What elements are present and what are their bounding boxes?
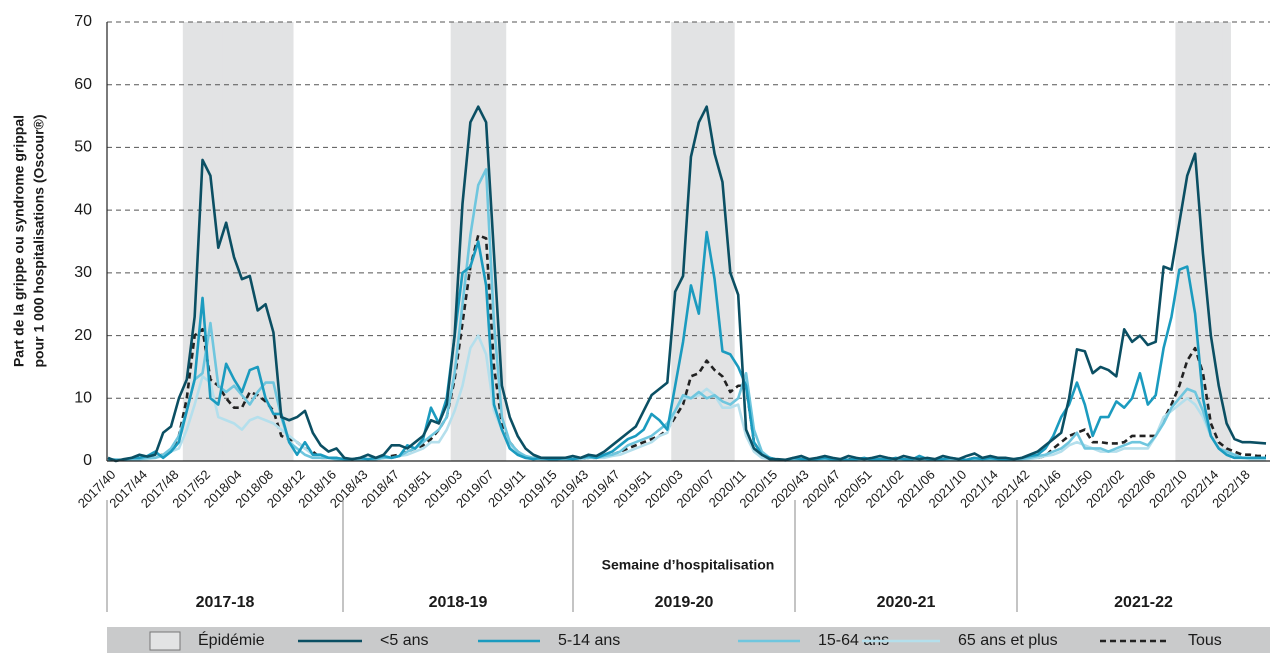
epidemic-band bbox=[671, 22, 680, 461]
season-label: 2019-20 bbox=[655, 594, 714, 611]
epidemic-band bbox=[694, 22, 704, 461]
y-tick-label: 50 bbox=[74, 139, 92, 156]
epidemic-band bbox=[182, 22, 192, 461]
epidemic-band bbox=[1175, 22, 1184, 461]
epidemic-band bbox=[726, 22, 735, 461]
x-axis-title: Semaine d’hospitalisation bbox=[602, 557, 775, 573]
legend-label: 5-14 ans bbox=[558, 632, 620, 649]
epidemic-band bbox=[285, 22, 294, 461]
series-line bbox=[108, 334, 1266, 462]
legend-swatch bbox=[149, 631, 181, 651]
y-axis-title: pour 1 000 hospitalisations (Oscour®) bbox=[31, 114, 47, 367]
epidemic-band bbox=[230, 22, 239, 461]
legend-label: Épidémie bbox=[198, 630, 265, 649]
epidemic-band bbox=[190, 22, 199, 461]
epidemic-band bbox=[206, 22, 215, 461]
epidemic-band bbox=[718, 22, 727, 461]
y-tick-label: 0 bbox=[83, 452, 92, 469]
legend-label: Tous bbox=[1188, 632, 1222, 649]
epidemic-band bbox=[458, 22, 467, 461]
y-tick-label: 60 bbox=[74, 76, 92, 93]
epidemic-band bbox=[1206, 22, 1216, 461]
epidemic-band bbox=[198, 22, 207, 461]
epidemic-band bbox=[269, 22, 278, 461]
series-line bbox=[108, 168, 1266, 462]
epidemic-band bbox=[222, 22, 231, 461]
epidemic-band bbox=[1183, 22, 1192, 461]
y-axis-title: Part de la grippe ou syndrome grippal bbox=[11, 115, 27, 367]
epidemic-band bbox=[245, 22, 255, 461]
season-label: 2018-19 bbox=[429, 594, 488, 611]
epidemic-band bbox=[497, 22, 507, 461]
legend-label: 65 ans et plus bbox=[958, 632, 1058, 649]
epidemic-band bbox=[482, 22, 491, 461]
y-tick-label: 40 bbox=[74, 201, 92, 218]
epidemic-band bbox=[1222, 22, 1231, 461]
epidemic-band bbox=[277, 22, 286, 461]
epidemic-band bbox=[687, 22, 696, 461]
epidemic-band bbox=[253, 22, 263, 461]
epidemic-band bbox=[237, 22, 247, 461]
season-label: 2017-18 bbox=[196, 594, 255, 611]
legend-background bbox=[107, 627, 1270, 653]
legend-label: <5 ans bbox=[380, 632, 428, 649]
series-line bbox=[107, 230, 1266, 462]
y-tick-label: 70 bbox=[74, 13, 92, 30]
season-label: 2020-21 bbox=[877, 594, 936, 611]
epidemic-band bbox=[1214, 22, 1224, 461]
epidemic-band bbox=[710, 22, 719, 461]
epidemic-band bbox=[1191, 22, 1200, 461]
epidemic-band bbox=[679, 22, 688, 461]
epidemic-band bbox=[450, 22, 459, 461]
legend-label: 15-64 ans bbox=[818, 632, 889, 649]
epidemic-band bbox=[261, 22, 270, 461]
series-line bbox=[107, 105, 1267, 463]
y-tick-label: 10 bbox=[74, 390, 92, 407]
y-tick-label: 30 bbox=[74, 264, 92, 281]
season-label: 2021-22 bbox=[1114, 594, 1173, 611]
y-tick-label: 20 bbox=[74, 327, 92, 344]
